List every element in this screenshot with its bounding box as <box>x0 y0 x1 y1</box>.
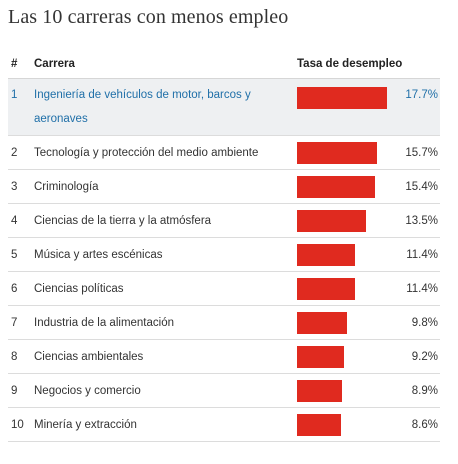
row-career: Tecnología y protección del medio ambien… <box>34 146 259 159</box>
bar <box>297 87 387 109</box>
bar <box>297 345 344 368</box>
table-row[interactable]: 3 Criminología 15.4% <box>8 170 440 204</box>
row-rank: 9 <box>11 384 18 397</box>
row-value: 15.4% <box>405 180 438 193</box>
bar <box>297 175 376 198</box>
bar <box>297 209 366 232</box>
row-career: Ciencias de la tierra y la atmósfera <box>34 214 212 227</box>
row-career: Minería y extracción <box>34 418 137 431</box>
bar-cell <box>297 175 393 198</box>
bar-cell <box>297 209 393 232</box>
bar-cell <box>297 141 393 164</box>
row-rank: 5 <box>11 248 18 261</box>
bar-cell <box>297 277 393 300</box>
row-career: Ciencias políticas <box>34 282 124 295</box>
row-value: 8.9% <box>411 384 438 397</box>
row-rank: 3 <box>11 180 18 193</box>
table-row[interactable]: 6 Ciencias políticas 11.4% <box>8 272 440 306</box>
row-rank: 1 <box>11 89 18 101</box>
row-career: Criminología <box>34 180 99 193</box>
bar <box>297 311 347 334</box>
table-row[interactable]: 4 Ciencias de la tierra y la atmósfera 1… <box>8 204 440 238</box>
header-rate: Tasa de desempleo <box>297 58 403 70</box>
row-career: Negocios y comercio <box>34 384 141 397</box>
ranking-table: # Carrera Tasa de desempleo 1 Ingeniería… <box>8 50 440 442</box>
row-value: 15.7% <box>405 146 438 159</box>
chart-title: Las 10 carreras con menos empleo <box>8 6 289 28</box>
row-rank: 10 <box>11 418 24 431</box>
bar-cell <box>297 311 393 334</box>
table-row[interactable]: 7 Industria de la alimentación 9.8% <box>8 306 440 340</box>
bar-cell <box>297 379 393 402</box>
table-row[interactable]: 2 Tecnología y protección del medio ambi… <box>8 136 440 170</box>
bar <box>297 141 377 164</box>
table-row[interactable]: 8 Ciencias ambientales 9.2% <box>8 340 440 374</box>
header-rank: # <box>11 58 18 70</box>
bar-cell <box>297 345 393 368</box>
row-value: 11.4% <box>406 248 438 261</box>
row-career: Industria de la alimentación <box>34 316 174 329</box>
row-rank: 2 <box>11 146 18 159</box>
row-rank: 7 <box>11 316 18 329</box>
row-value: 9.8% <box>411 316 438 329</box>
row-career: Ciencias ambientales <box>34 350 144 363</box>
bar-cell <box>297 413 393 436</box>
table-row[interactable]: 9 Negocios y comercio 8.9% <box>8 374 440 408</box>
header-career: Carrera <box>34 58 75 70</box>
row-value: 8.6% <box>411 418 438 431</box>
row-rank: 4 <box>11 214 18 227</box>
row-value: 11.4% <box>406 282 438 295</box>
row-career: Ingeniería de vehículos de motor, barcos… <box>34 89 251 125</box>
bar <box>297 243 355 266</box>
bar <box>297 277 355 300</box>
row-value: 9.2% <box>411 350 438 363</box>
table-row[interactable]: 10 Minería y extracción 8.6% <box>8 408 440 442</box>
bar-cell <box>297 243 393 266</box>
row-value: 13.5% <box>405 214 438 227</box>
table-row[interactable]: 1 Ingeniería de vehículos de motor, barc… <box>8 79 440 136</box>
bar <box>297 379 343 402</box>
row-value: 17.7% <box>405 89 438 101</box>
table-header: # Carrera Tasa de desempleo <box>8 50 440 79</box>
row-career: Música y artes escénicas <box>34 248 163 261</box>
table-row[interactable]: 5 Música y artes escénicas 11.4% <box>8 238 440 272</box>
row-rank: 6 <box>11 282 18 295</box>
bar <box>297 413 341 436</box>
bar-cell <box>297 87 393 109</box>
row-rank: 8 <box>11 350 18 363</box>
